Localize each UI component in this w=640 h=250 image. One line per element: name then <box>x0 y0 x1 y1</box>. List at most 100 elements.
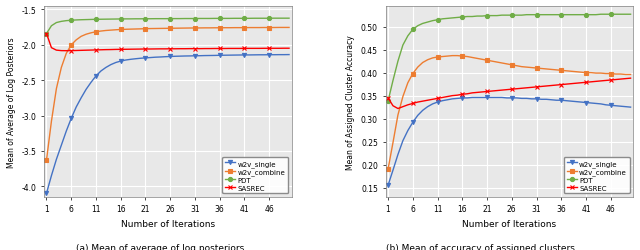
PDT <box>627 14 634 17</box>
w2v_combine <box>444 55 451 58</box>
PDT <box>587 14 595 17</box>
SASREC <box>43 33 51 36</box>
w2v_single <box>414 114 422 117</box>
PDT <box>250 18 258 21</box>
SASREC <box>72 50 80 53</box>
w2v_single <box>404 130 412 132</box>
w2v_single <box>474 96 481 100</box>
SASREC <box>107 49 115 52</box>
SASREC <box>157 48 164 51</box>
w2v_single <box>548 99 556 102</box>
SASREC <box>122 48 129 51</box>
SASREC <box>161 48 169 51</box>
SASREC <box>285 48 293 50</box>
w2v_combine <box>532 67 540 70</box>
w2v_single <box>161 56 169 59</box>
PDT <box>474 16 481 18</box>
Line: SASREC: SASREC <box>386 77 633 111</box>
PDT <box>122 18 129 21</box>
PDT <box>478 16 486 18</box>
w2v_combine <box>548 69 556 72</box>
w2v_single <box>612 105 620 108</box>
w2v_combine <box>206 27 214 30</box>
w2v_combine <box>612 73 620 76</box>
PDT <box>622 14 630 17</box>
w2v_single <box>255 54 263 57</box>
w2v_single <box>597 103 605 106</box>
w2v_single <box>389 169 397 172</box>
w2v_combine <box>216 27 223 30</box>
PDT <box>548 14 556 17</box>
SASREC <box>458 93 466 96</box>
w2v_single <box>47 174 55 178</box>
w2v_combine <box>592 72 600 75</box>
w2v_combine <box>419 62 426 65</box>
w2v_combine <box>552 69 560 72</box>
w2v_combine <box>172 28 179 30</box>
w2v_single <box>602 104 610 107</box>
w2v_single <box>552 99 560 102</box>
SASREC <box>176 48 184 51</box>
w2v_single <box>582 102 590 104</box>
PDT <box>63 20 70 23</box>
w2v_combine <box>250 27 258 30</box>
w2v_single <box>563 100 570 103</box>
SASREC <box>152 48 159 51</box>
w2v_single <box>211 55 219 58</box>
PDT <box>255 18 263 21</box>
w2v_single <box>607 104 614 107</box>
SASREC <box>498 89 506 92</box>
w2v_combine <box>567 70 575 74</box>
PDT <box>409 29 417 32</box>
w2v_combine <box>77 36 85 39</box>
w2v_single <box>468 96 476 100</box>
PDT <box>543 14 550 17</box>
w2v_single <box>206 55 214 58</box>
PDT <box>92 19 100 22</box>
PDT <box>513 14 520 18</box>
PDT <box>181 18 189 21</box>
PDT <box>483 15 491 18</box>
Legend: w2v_single, w2v_combine, PDT, SASREC: w2v_single, w2v_combine, PDT, SASREC <box>564 158 630 194</box>
SASREC <box>280 48 288 50</box>
PDT <box>172 18 179 21</box>
PDT <box>236 18 243 21</box>
SASREC <box>58 50 65 53</box>
PDT <box>434 19 442 22</box>
SASREC <box>270 48 278 50</box>
PDT <box>528 14 536 17</box>
SASREC <box>483 90 491 94</box>
PDT <box>592 14 600 17</box>
w2v_single <box>449 98 456 101</box>
SASREC <box>127 48 134 51</box>
PDT <box>438 18 446 21</box>
SASREC <box>216 48 223 51</box>
PDT <box>137 18 145 21</box>
w2v_single <box>43 192 51 195</box>
w2v_single <box>216 54 223 58</box>
Text: (b) Mean of accuracy of assigned clusters: (b) Mean of accuracy of assigned cluster… <box>385 243 575 250</box>
PDT <box>191 18 199 21</box>
X-axis label: Number of Iterations: Number of Iterations <box>121 219 215 228</box>
SASREC <box>592 80 600 84</box>
w2v_combine <box>231 27 239 30</box>
w2v_single <box>617 105 625 108</box>
SASREC <box>87 49 95 52</box>
PDT <box>147 18 154 21</box>
w2v_combine <box>474 58 481 61</box>
Line: w2v_single: w2v_single <box>44 53 291 196</box>
w2v_single <box>419 110 426 112</box>
PDT <box>468 16 476 19</box>
w2v_combine <box>597 72 605 75</box>
SASREC <box>567 83 575 86</box>
PDT <box>557 14 565 17</box>
PDT <box>77 19 85 22</box>
w2v_single <box>592 102 600 106</box>
SASREC <box>384 97 392 100</box>
PDT <box>582 14 590 17</box>
PDT <box>206 18 214 21</box>
SASREC <box>552 84 560 87</box>
SASREC <box>454 94 461 97</box>
w2v_single <box>528 98 536 101</box>
PDT <box>518 14 525 18</box>
